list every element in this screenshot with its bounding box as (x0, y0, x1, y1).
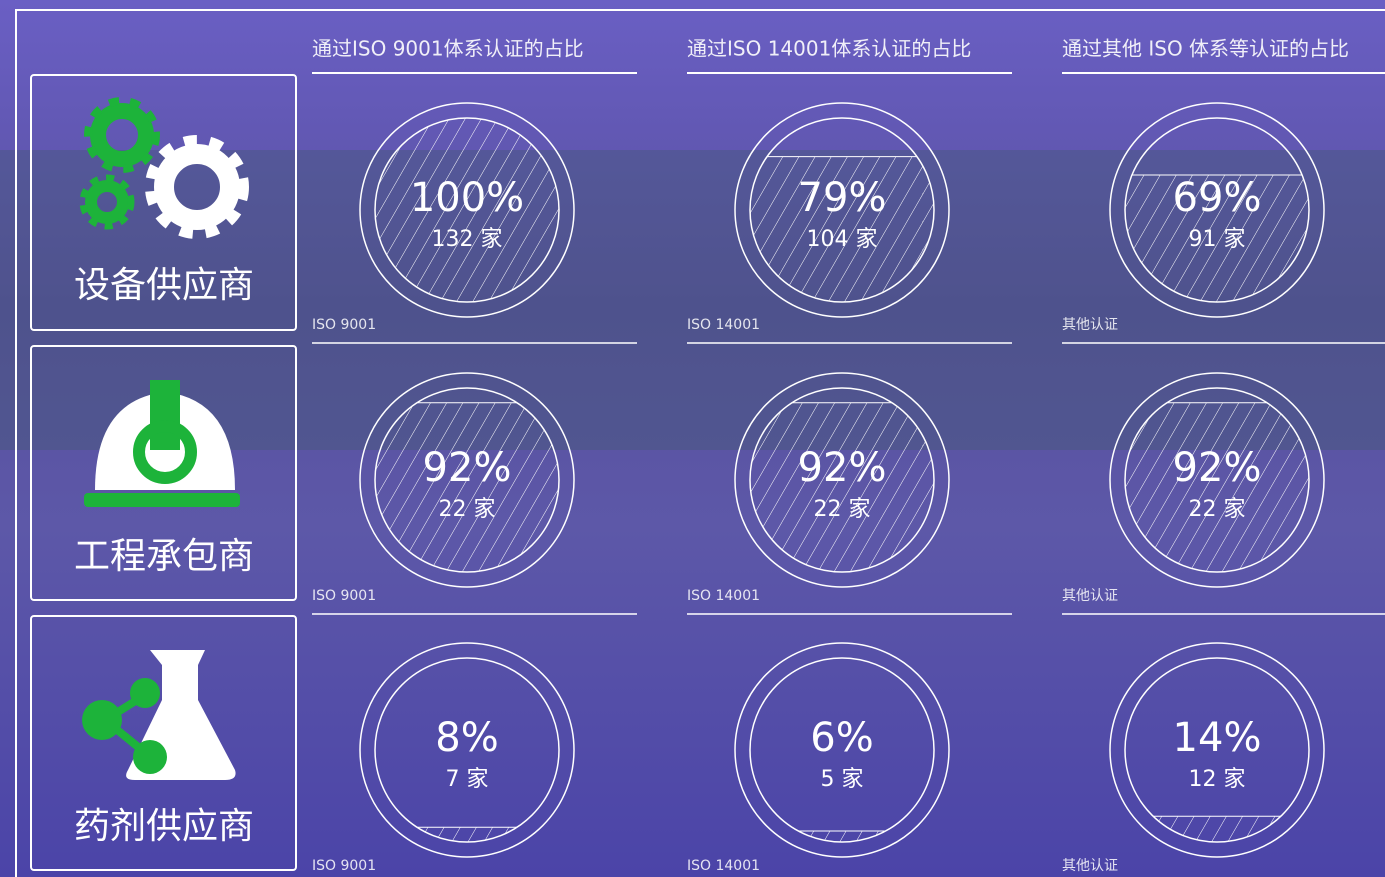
hatch-fill (750, 402, 934, 572)
fill-level (750, 156, 934, 302)
percent-label: 6% (810, 715, 873, 761)
column-header: 通过ISO 14001体系认证的占比 (687, 37, 971, 61)
outer-ring (734, 642, 950, 858)
hatch-fill (375, 118, 559, 302)
percent-label: 92% (423, 445, 512, 491)
tag-label: ISO 14001 (687, 317, 760, 333)
row-label: 工程承包商 (74, 536, 254, 577)
outer-ring (734, 372, 950, 588)
tag-label: ISO 9001 (312, 858, 376, 874)
fill-level (1125, 402, 1309, 572)
percent-label: 8% (435, 715, 498, 761)
outer-ring (1109, 642, 1325, 858)
tag-label: 其他认证 (1062, 317, 1118, 333)
count-label: 22 家 (439, 497, 496, 522)
percent-label: 14% (1173, 715, 1262, 761)
count-label: 5 家 (821, 767, 864, 792)
category-box (30, 345, 297, 601)
tag-label: ISO 14001 (687, 858, 760, 874)
row-label: 设备供应商 (74, 265, 254, 306)
outer-ring (359, 102, 575, 318)
tag-label: 其他认证 (1062, 588, 1118, 604)
outer-ring (1109, 372, 1325, 588)
count-label: 91 家 (1189, 227, 1246, 252)
hatch-fill (375, 402, 559, 572)
percent-label: 79% (798, 175, 887, 221)
flask-icon (82, 650, 236, 780)
outer-ring (1109, 102, 1325, 318)
fill-level (375, 118, 559, 302)
column-header: 通过ISO 9001体系认证的占比 (312, 37, 584, 61)
hatch-fill (750, 156, 934, 302)
outer-frame (15, 9, 1385, 877)
outer-ring (359, 642, 575, 858)
outer-ring (734, 102, 950, 318)
percent-label: 92% (798, 445, 887, 491)
tag-label: ISO 9001 (312, 317, 376, 333)
count-label: 104 家 (807, 227, 878, 252)
percent-label: 69% (1173, 175, 1262, 221)
category-box (30, 615, 297, 871)
tag-label: ISO 14001 (687, 588, 760, 604)
count-label: 22 家 (1189, 497, 1246, 522)
category-box (30, 74, 297, 331)
helmet-icon (84, 380, 240, 507)
percent-label: 100% (410, 175, 524, 221)
tag-label: ISO 9001 (312, 588, 376, 604)
gear-icon (79, 97, 249, 239)
count-label: 132 家 (432, 227, 503, 252)
tag-label: 其他认证 (1062, 858, 1118, 874)
fill-level (375, 402, 559, 572)
column-header: 通过其他 ISO 体系等认证的占比 (1062, 37, 1349, 61)
hatch-fill (1125, 402, 1309, 572)
row-label: 药剂供应商 (74, 806, 254, 847)
fill-level (750, 402, 934, 572)
percent-label: 92% (1173, 445, 1262, 491)
count-label: 12 家 (1189, 767, 1246, 792)
count-label: 22 家 (814, 497, 871, 522)
hatch-fill (750, 830, 934, 842)
count-label: 7 家 (446, 767, 489, 792)
outer-ring (359, 372, 575, 588)
